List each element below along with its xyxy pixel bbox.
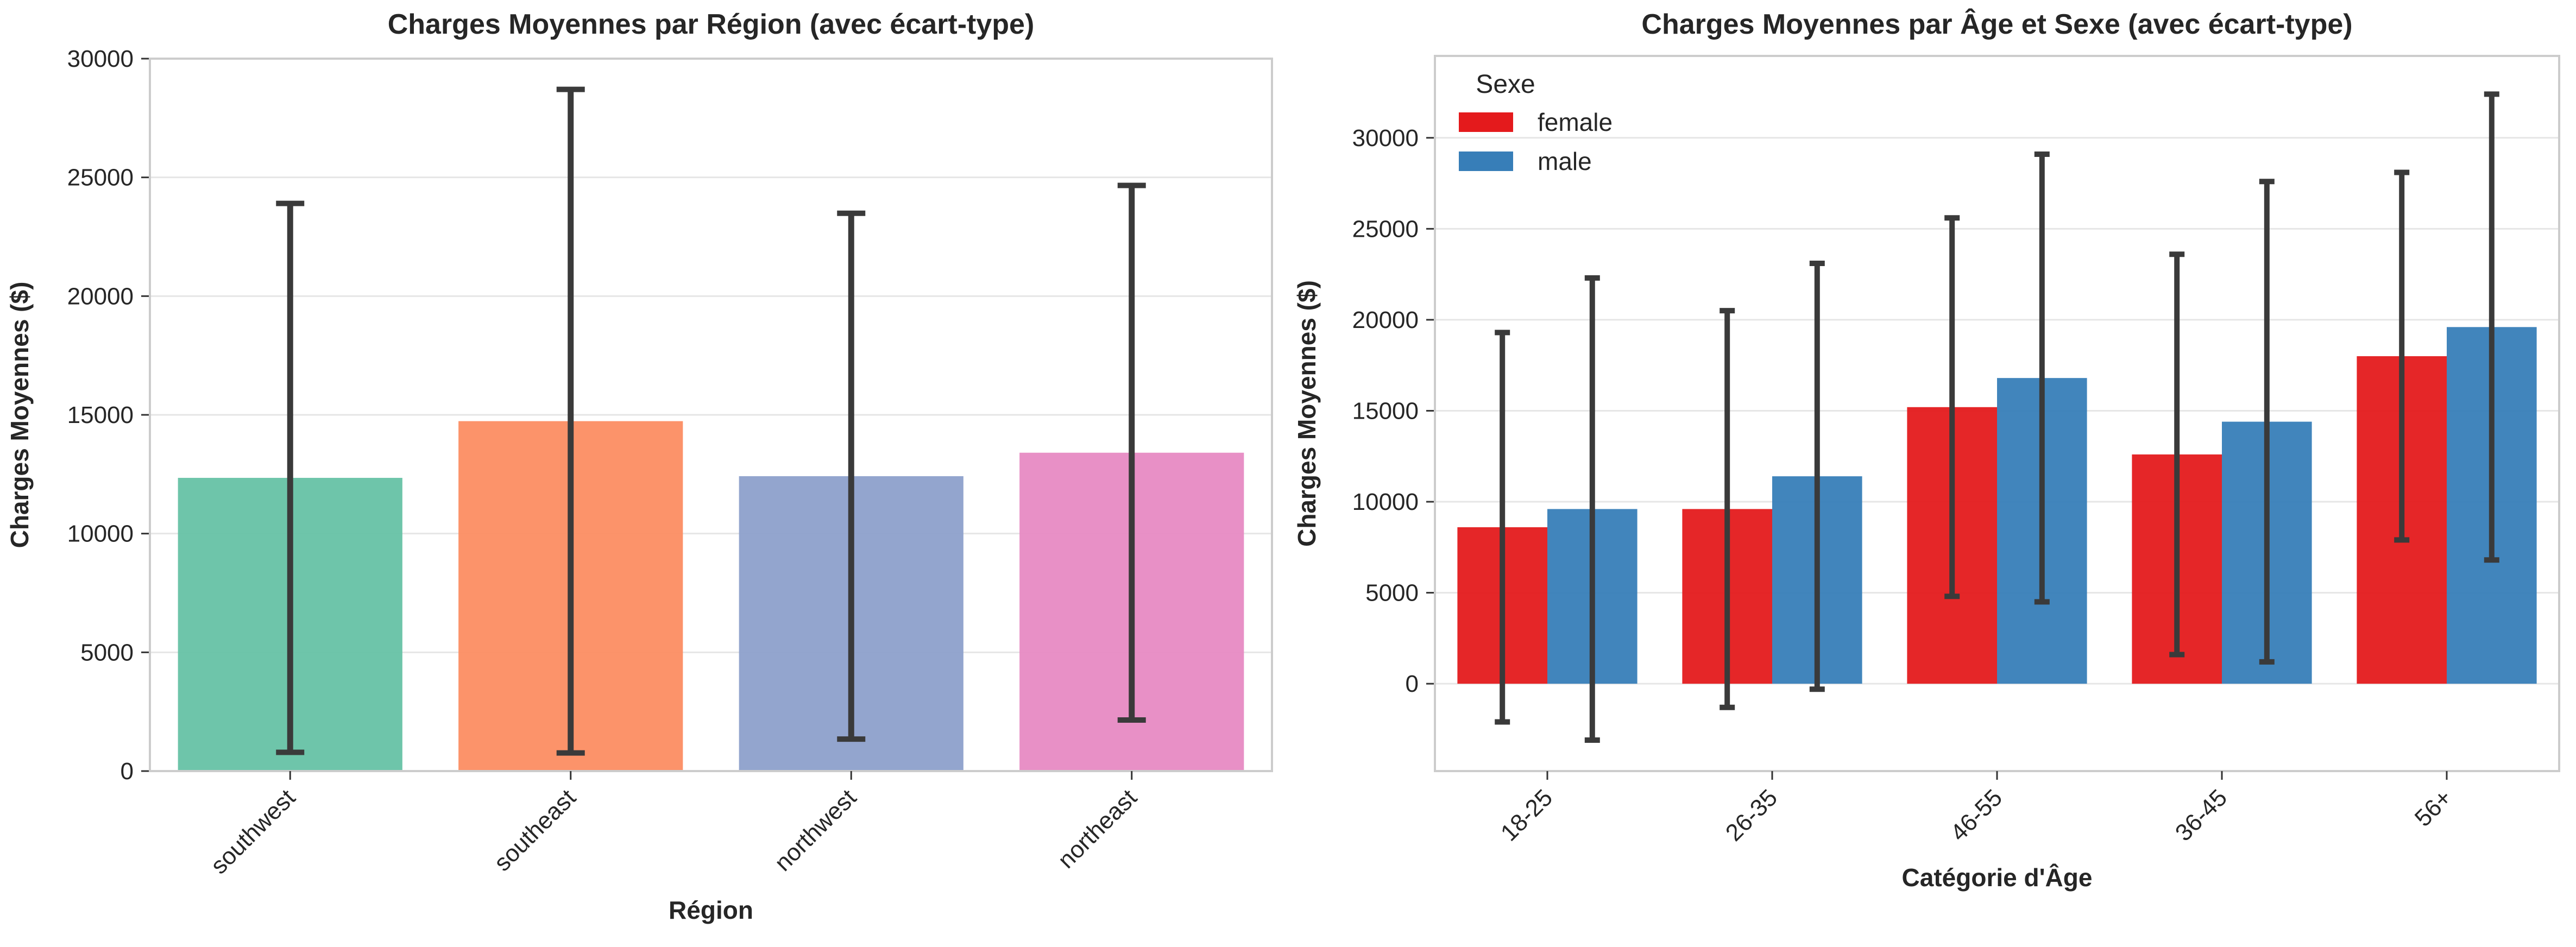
legend-swatch: [1459, 112, 1513, 132]
y-tick-label: 15000: [1352, 397, 1419, 424]
y-tick-label: 30000: [67, 46, 134, 72]
y-tick-label: 25000: [67, 165, 134, 191]
y-axis-label: Charges Moyennes ($): [5, 282, 34, 548]
y-tick-label: 5000: [80, 639, 134, 666]
x-tick-label: southwest: [206, 784, 301, 879]
x-tick-label: 18-25: [1496, 784, 1558, 846]
y-tick-label: 10000: [1352, 489, 1419, 515]
chart-0: 0 5000 10000 15000 20000 25000 30000 southwest s…: [5, 9, 1273, 924]
x-tick-label: southeast: [489, 784, 581, 876]
x-tick-label: northwest: [770, 784, 862, 876]
chart-title: Charges Moyennes par Région (avec écart-…: [388, 9, 1035, 40]
legend-swatch: [1459, 151, 1513, 171]
x-tick-label: 56+: [2410, 784, 2457, 831]
legend-label: female: [1538, 108, 1613, 136]
y-tick-label: 0: [121, 758, 134, 785]
plot-frame: [149, 58, 1273, 772]
y-tick-label: 10000: [67, 521, 134, 547]
x-tick-label: 46-55: [1945, 784, 2007, 846]
y-tick-label: 15000: [67, 402, 134, 428]
x-axis-label: Catégorie d'Âge: [1902, 863, 2093, 892]
x-tick-label: 26-35: [1721, 784, 1783, 846]
y-tick-label: 25000: [1352, 216, 1419, 242]
y-tick-label: 5000: [1365, 580, 1419, 607]
y-tick-label: 30000: [1352, 125, 1419, 151]
x-axis-label: Région: [669, 896, 753, 924]
chart-title: Charges Moyennes par Âge et Sexe (avec é…: [1641, 8, 2352, 40]
chart-1: 0 5000 10000 15000 20000 25000 30000 18-25 26-35…: [1293, 8, 2560, 892]
y-axis-label: Charges Moyennes ($): [1293, 280, 1321, 547]
x-tick-label: 36-45: [2170, 784, 2232, 846]
legend-title: Sexe: [1476, 70, 1535, 99]
y-tick-label: 20000: [1352, 307, 1419, 333]
legend-label: male: [1538, 147, 1592, 175]
x-tick-label: northeast: [1053, 784, 1142, 873]
y-tick-label: 0: [1406, 671, 1419, 697]
y-tick-label: 20000: [67, 283, 134, 310]
